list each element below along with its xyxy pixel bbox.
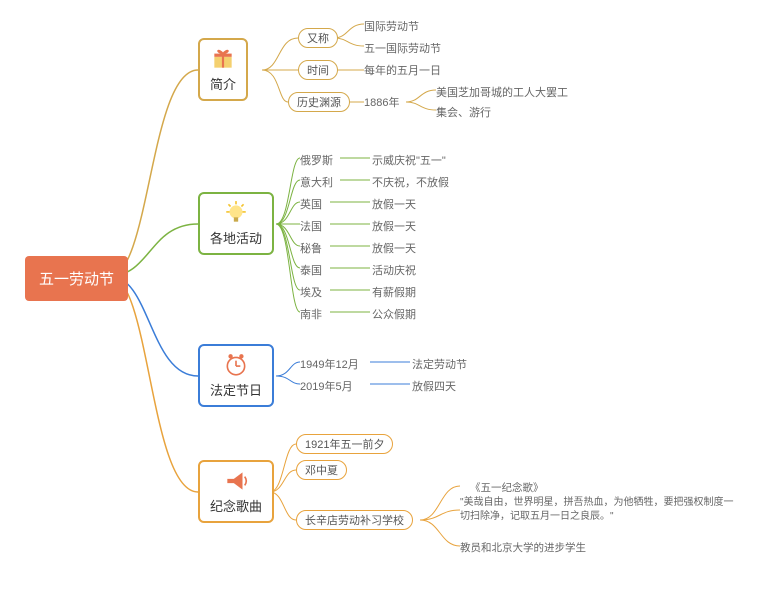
leaf: 集会、游行 [436,104,491,120]
leaf: 《五一纪念歌》 [470,480,544,495]
branch-songs[interactable]: 纪念歌曲 [198,460,274,523]
value: 示威庆祝"五一" [372,152,446,168]
branch-label: 各地活动 [210,228,262,247]
clock-icon [223,352,249,378]
branch-label: 纪念歌曲 [210,496,262,515]
root-node: 五一劳动节 [25,256,128,301]
branch-intro[interactable]: 简介 [198,38,248,101]
branch-label: 法定节日 [210,380,262,399]
tag: 时间 [298,60,338,80]
value: 放假一天 [372,196,416,212]
date: 1949年12月 [300,356,359,372]
leaf: 美国芝加哥城的工人大罢工 [436,84,568,100]
quote: "美哉自由，世界明星，拼吾热血，为他牺牲，要把强权制度一切扫除净，记取五月一日之… [460,496,740,524]
gift-icon [210,46,236,72]
value: 放假一天 [372,218,416,234]
value: 公众假期 [372,306,416,322]
leaf: 教员和北京大学的进步学生 [460,540,586,555]
country: 秘鲁 [300,240,322,256]
country: 意大利 [300,174,333,190]
leaf: 1886年 [364,94,399,110]
branch-activities[interactable]: 各地活动 [198,192,274,255]
tag: 历史渊源 [288,92,350,112]
country: 英国 [300,196,322,212]
horn-icon [223,468,249,494]
value: 放假四天 [412,378,456,394]
value: 活动庆祝 [372,262,416,278]
country: 埃及 [300,284,322,300]
branch-holiday[interactable]: 法定节日 [198,344,274,407]
value: 不庆祝，不放假 [372,174,449,190]
tag: 长辛店劳动补习学校 [296,510,413,530]
value: 放假一天 [372,240,416,256]
tag: 邓中夏 [296,460,347,480]
leaf: 国际劳动节 [364,18,419,34]
country: 法国 [300,218,322,234]
tag: 又称 [298,28,338,48]
country: 俄罗斯 [300,152,333,168]
country: 泰国 [300,262,322,278]
branch-label: 简介 [210,74,236,93]
country: 南非 [300,306,322,322]
leaf: 每年的五月一日 [364,62,441,78]
tag: 1921年五一前夕 [296,434,393,454]
bulb-icon [223,200,249,226]
date: 2019年5月 [300,378,353,394]
leaf: 五一国际劳动节 [364,40,441,56]
value: 有薪假期 [372,284,416,300]
value: 法定劳动节 [412,356,467,372]
